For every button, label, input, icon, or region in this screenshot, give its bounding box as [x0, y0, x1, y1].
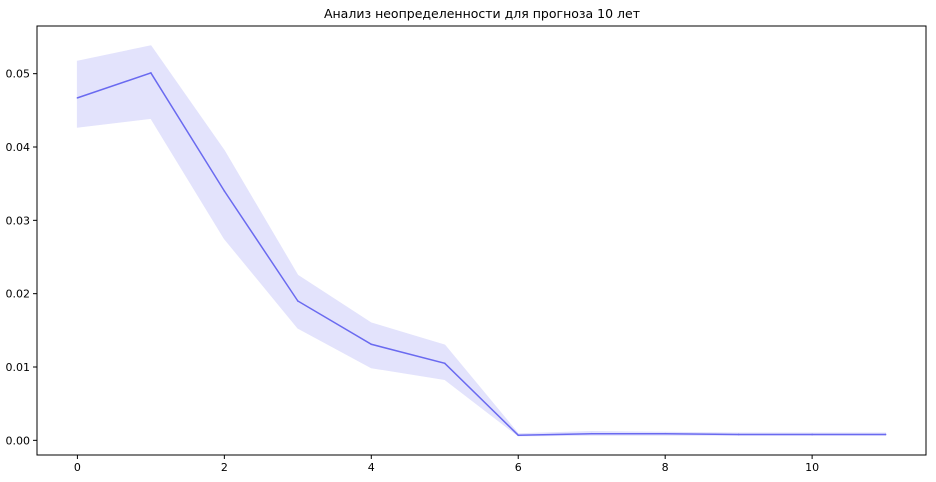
data-point	[443, 362, 446, 365]
x-tick-label: 6	[515, 461, 522, 474]
series-line	[77, 72, 886, 436]
y-tick-label: 0.04	[6, 141, 31, 154]
confidence-band	[76, 45, 887, 437]
y-tick-label: 0.00	[6, 434, 31, 447]
x-tick-label: 2	[221, 461, 228, 474]
y-tick-label: 0.02	[6, 288, 31, 301]
axes-frame	[36, 25, 927, 456]
x-tick-label: 4	[368, 461, 375, 474]
x-tick-label: 8	[662, 461, 669, 474]
chart-title: Анализ неопределенности для прогноза 10 …	[324, 6, 640, 21]
data-point	[223, 190, 226, 192]
data-point	[517, 434, 520, 437]
y-tick-label: 0.05	[6, 68, 31, 81]
y-tick-label: 0.01	[6, 361, 31, 374]
data-point	[590, 432, 593, 435]
data-point	[737, 433, 740, 436]
plot-area	[76, 45, 887, 437]
x-tick-label: 0	[74, 461, 81, 474]
data-point	[76, 97, 79, 99]
x-tick-label: 10	[805, 461, 819, 474]
y-tick-label: 0.03	[6, 214, 31, 227]
data-point	[811, 433, 813, 436]
data-point	[150, 72, 152, 74]
data-point	[297, 300, 299, 302]
data-point	[884, 433, 887, 436]
data-point	[664, 432, 666, 435]
data-point	[370, 343, 373, 346]
axes: 0 2 4 6 8 10 0.00 0.01 0.02 0.03 0.04 0.05	[6, 25, 927, 474]
